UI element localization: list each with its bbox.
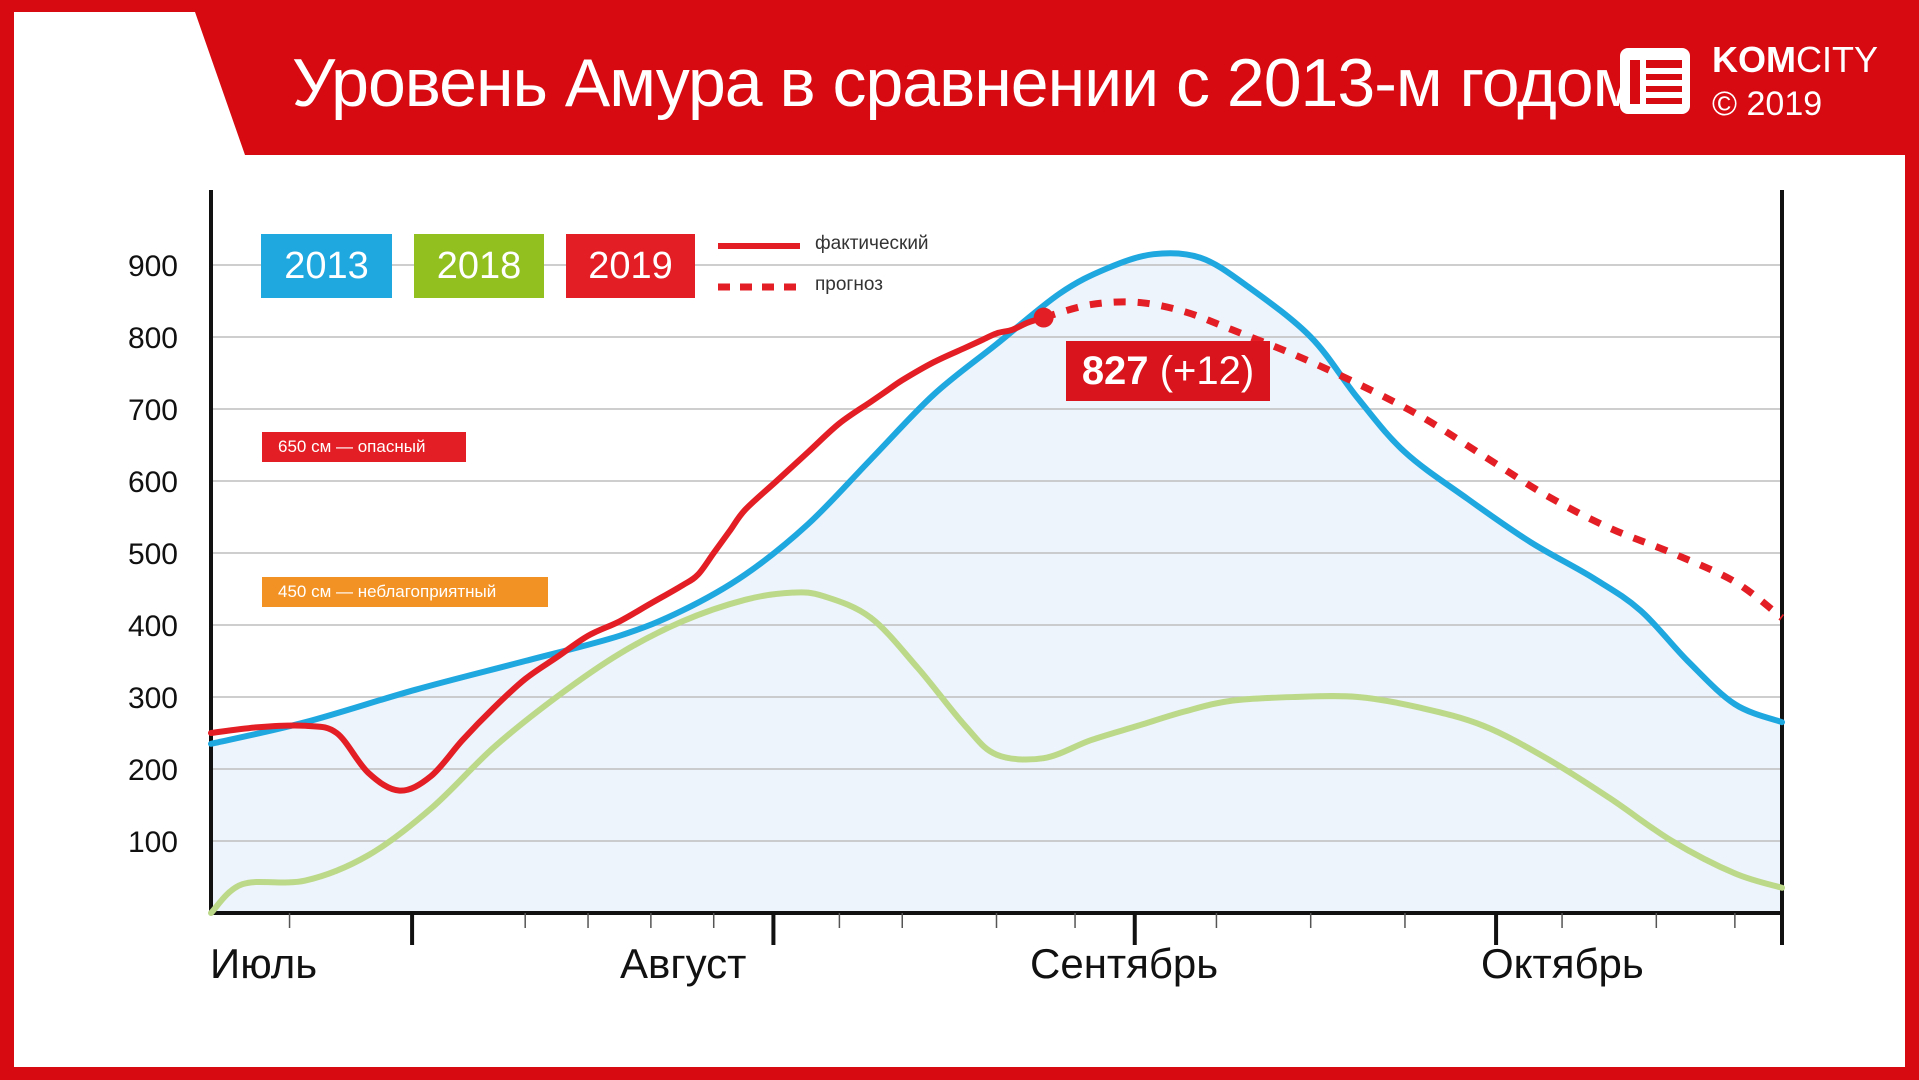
y-tick-label-300: 300 xyxy=(128,682,178,715)
current-level-point xyxy=(1033,307,1054,328)
y-tick-label-400: 400 xyxy=(128,610,178,643)
callout-value: 827 xyxy=(1081,349,1149,393)
series-line-2019-actual xyxy=(208,314,1047,794)
y-tick-label-900: 900 xyxy=(128,250,178,283)
page-title: Уровень Амура в сравнении с 2013-м годом xyxy=(292,45,1639,121)
threshold-dangerous: 650 см — опасный xyxy=(262,432,466,462)
legend-actual-label: фактический xyxy=(815,233,929,254)
month-label-october: Октябрь xyxy=(1481,940,1644,987)
area-2013 xyxy=(211,253,1782,913)
y-tick-label-800: 800 xyxy=(128,322,178,355)
header-band xyxy=(0,0,1919,155)
month-label-july: Июль xyxy=(210,940,318,987)
komcity-logo-icon xyxy=(1620,48,1690,114)
y-tick-label-600: 600 xyxy=(128,466,178,499)
brand-city: CITY xyxy=(1796,39,1879,80)
line-style-legend-icon xyxy=(718,243,800,291)
legend-2019: 2019 xyxy=(566,234,695,298)
threshold-unfavorable: 450 см — неблагоприятный xyxy=(262,577,548,607)
y-tick-label-100: 100 xyxy=(128,826,178,859)
series-line-2019-forecast xyxy=(1042,298,1785,621)
month-label-september: Сентябрь xyxy=(1030,940,1219,987)
legend-forecast-label: прогноз xyxy=(815,274,883,295)
series-line-2018 xyxy=(208,589,1785,916)
legend-2013: 2013 xyxy=(261,234,392,298)
y-tick-label-200: 200 xyxy=(128,754,178,787)
brand-kom: KOM xyxy=(1712,39,1796,80)
copyright: © 2019 xyxy=(1712,85,1823,123)
brand-name: KOMCITY xyxy=(1712,40,1878,80)
y-tick-label-700: 700 xyxy=(128,394,178,427)
callout-delta: (+12) xyxy=(1159,349,1255,393)
month-label-august: Август xyxy=(620,940,747,987)
current-level-callout: 827 (+12) xyxy=(1066,341,1270,401)
legend-2018: 2018 xyxy=(414,234,544,298)
series-line-2013 xyxy=(208,250,1785,747)
y-tick-label-500: 500 xyxy=(128,538,178,571)
